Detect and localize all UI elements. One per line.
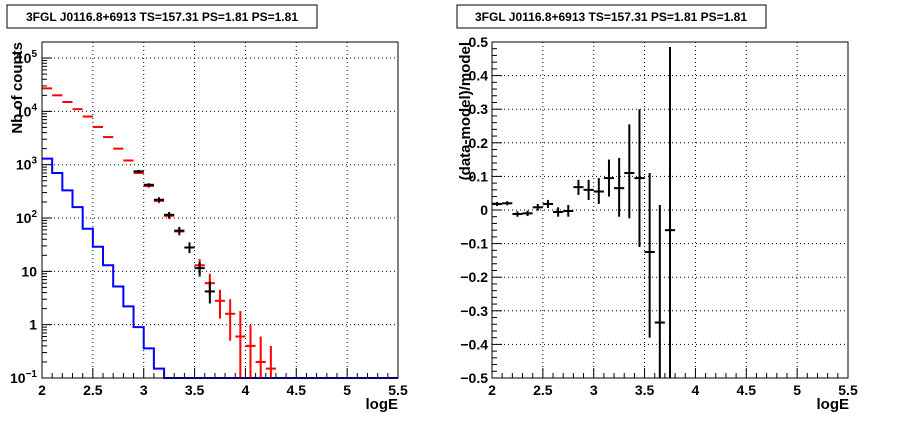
counts-data-point — [174, 226, 185, 235]
counts-data-point — [153, 197, 165, 202]
counts-model-point — [255, 336, 266, 378]
residuals-y-tick-label: −0.2 — [460, 269, 488, 285]
counts-y-tick-label: 104 — [16, 102, 38, 119]
counts-x-axis-title: logE — [366, 396, 399, 413]
residuals-y-tick-label: −0.4 — [460, 336, 488, 352]
residual-point — [542, 199, 554, 208]
counts-x-tick-label: 5 — [343, 382, 351, 398]
counts-panel: 2 2.5 3 3.5 4 4.5 5 5.5 10−1 1 10 102 103 104 105 log… — [6, 4, 408, 413]
counts-data-point — [143, 183, 154, 187]
residual-point — [644, 173, 655, 338]
residuals-y-tick-label: 0 — [480, 202, 488, 218]
residual-point — [502, 201, 513, 206]
counts-data-point — [164, 211, 175, 219]
counts-x-tick-label: 2.5 — [83, 382, 103, 398]
counts-model-point — [214, 289, 226, 319]
residuals-data — [492, 47, 676, 378]
residuals-x-tick-label: 2 — [488, 382, 496, 398]
residuals-y-tick-label: 0.1 — [469, 168, 489, 184]
counts-chart-title: 3FGL J0116.8+6913 TS=157.31 PS=1.81 PS=1… — [26, 10, 298, 24]
counts-y-tick-labels: 10−1 1 10 102 103 104 105 — [10, 49, 37, 386]
counts-y-axis-title: Nb of counts — [9, 42, 26, 134]
residual-point — [593, 178, 604, 204]
residuals-x-tick-label: 5.5 — [838, 382, 858, 398]
counts-x-tick-label: 2 — [38, 382, 46, 398]
residual-point — [563, 204, 574, 217]
counts-x-tick-labels: 2 2.5 3 3.5 4 4.5 5 5.5 — [38, 382, 408, 398]
residual-point — [522, 210, 533, 217]
counts-x-tick-label: 4 — [242, 382, 250, 398]
residual-point — [624, 124, 635, 219]
counts-model-point — [265, 345, 276, 378]
counts-data-point — [184, 242, 195, 254]
counts-model-step-line — [42, 157, 398, 379]
residuals-x-tick-label: 5 — [793, 382, 801, 398]
residuals-title-box — [456, 4, 767, 29]
counts-y-tick-label: 10 — [21, 263, 37, 279]
residuals-y-tick-label: 0.3 — [469, 101, 489, 117]
counts-plot-frame — [42, 42, 398, 378]
residual-point — [573, 179, 584, 195]
residuals-y-tick-label: −0.1 — [460, 236, 488, 252]
residuals-y-tick-label: 0.4 — [469, 68, 489, 84]
counts-grid — [42, 42, 398, 378]
residual-point — [664, 47, 676, 378]
residuals-y-tick-label: 0.5 — [469, 34, 489, 50]
counts-y-tick-label: 102 — [16, 209, 38, 226]
residuals-grid — [492, 42, 848, 378]
residual-point — [583, 179, 594, 200]
residuals-x-tick-label: 2.5 — [533, 382, 553, 398]
residual-point — [603, 159, 615, 197]
counts-x-tick-label: 3.5 — [185, 382, 205, 398]
counts-x-tick-label: 4.5 — [287, 382, 307, 398]
residuals-chart-title: 3FGL J0116.8+6913 TS=157.31 PS=1.81 PS=1… — [475, 10, 747, 24]
residual-point — [634, 109, 645, 247]
residual-point — [553, 207, 564, 217]
counts-x-tick-label: 3 — [140, 382, 148, 398]
residuals-x-tick-label: 4.5 — [737, 382, 757, 398]
counts-data-point — [194, 261, 205, 277]
counts-y-tick-label: 1 — [29, 317, 37, 333]
residuals-panel: 2 2.5 3 3.5 4 4.5 5 5.5 −0.5 −0.4 −0.3 −0.2 −0.1 0 0.… — [456, 4, 858, 413]
counts-data-point — [133, 169, 144, 173]
counts-model-point — [235, 311, 246, 378]
counts-x-tick-label: 5.5 — [388, 382, 408, 398]
counts-model-point — [225, 299, 236, 341]
residuals-x-tick-labels: 2 2.5 3 3.5 4 4.5 5 5.5 — [488, 382, 858, 398]
residual-point — [654, 204, 665, 378]
residual-point — [512, 211, 523, 217]
counts-data-point — [204, 281, 215, 304]
counts-ticks — [41, 57, 399, 379]
counts-y-tick-label: 105 — [16, 49, 38, 66]
counts-y-tick-label: 103 — [16, 156, 38, 173]
residuals-ticks — [491, 41, 849, 379]
counts-model-point — [245, 324, 256, 378]
residuals-y-tick-labels: −0.5 −0.4 −0.3 −0.2 −0.1 0 0.1 0.2 0.3 0.4 0.5 — [460, 34, 488, 386]
residuals-x-axis-title: logE — [817, 396, 850, 413]
residuals-y-tick-label: 0.2 — [469, 135, 489, 151]
residual-point — [614, 157, 625, 217]
residuals-y-tick-label: −0.3 — [460, 303, 488, 319]
residuals-x-tick-label: 3.5 — [635, 382, 655, 398]
counts-data — [42, 87, 398, 379]
counts-title-box — [6, 4, 318, 29]
counts-plot-border — [41, 41, 399, 379]
residuals-y-tick-label: −0.5 — [460, 370, 488, 386]
residuals-x-tick-label: 3 — [590, 382, 598, 398]
residuals-x-tick-label: 4 — [692, 382, 700, 398]
counts-y-tick-label: 10−1 — [10, 369, 37, 386]
residual-point — [492, 201, 503, 206]
residuals-y-axis-title: (data-model)/model — [457, 42, 474, 180]
residual-point — [532, 203, 543, 211]
